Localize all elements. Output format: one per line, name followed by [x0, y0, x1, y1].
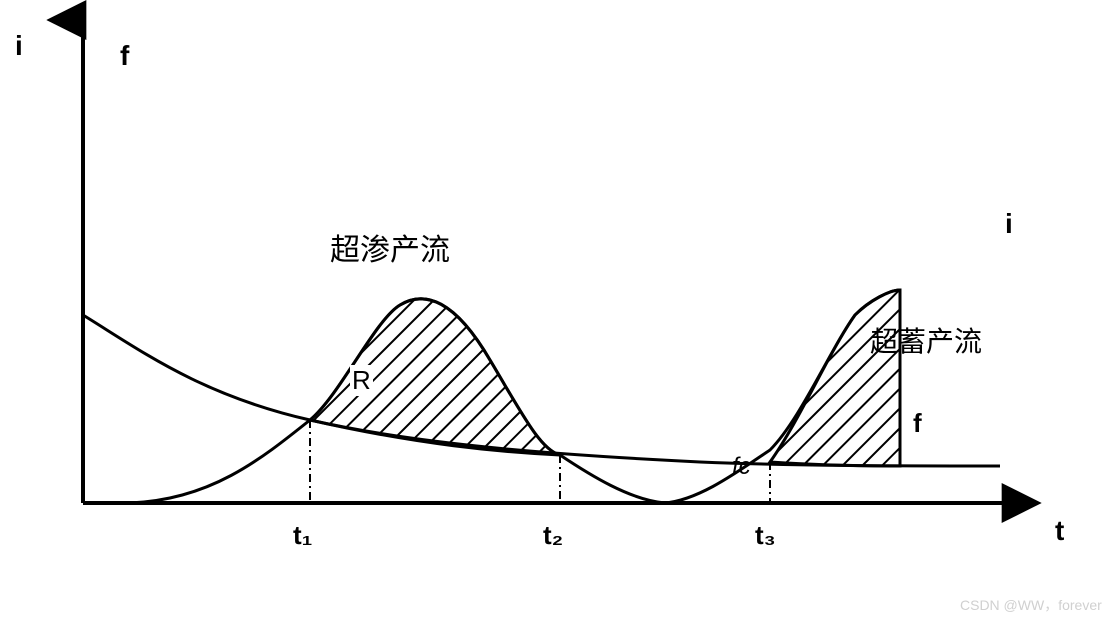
curve-rainfall-i — [130, 290, 900, 503]
label-f-right: f — [913, 408, 922, 439]
watermark: CSDN @WW，forever — [960, 595, 1102, 615]
label-x-t: t — [1055, 515, 1064, 547]
tick-label-t2: t₂ — [543, 520, 563, 551]
title-saturation: 超蓄产流 — [870, 320, 982, 360]
tick-label-t3: t₃ — [755, 520, 776, 551]
title-overflow: 超渗产流 — [330, 225, 450, 269]
label-x-i-right: i — [1005, 208, 1013, 240]
label-y-i: i — [15, 30, 23, 62]
tick-label-t1: t₁ — [293, 520, 312, 551]
label-y-f: f — [120, 40, 129, 72]
region-overflow — [310, 299, 560, 455]
label-fc: fc — [732, 453, 751, 481]
label-R: R — [350, 365, 373, 396]
region-saturation — [770, 290, 900, 466]
diagram-stage: i f i t t₁ t₂ t₃ R fc f 超渗产流 超蓄产流 CSDN @… — [0, 0, 1110, 617]
